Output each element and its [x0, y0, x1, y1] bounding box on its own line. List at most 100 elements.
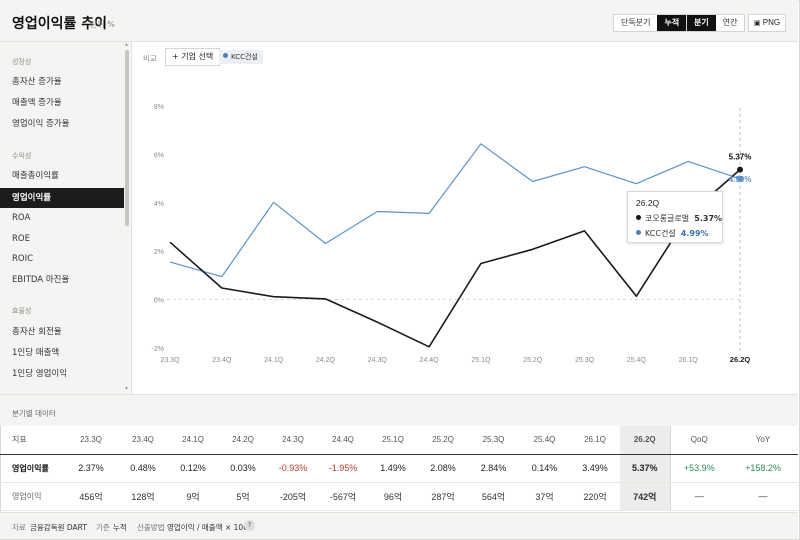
period-toggle: 분기 연간 [686, 14, 746, 32]
table-cell: 742억 [620, 482, 670, 511]
table-header-cell: 25.1Q [368, 426, 418, 455]
table-header-cell: 23.3Q [64, 426, 118, 455]
x-tick-label: 25.4Q [627, 357, 647, 364]
help-icon[interactable]: ? [244, 520, 255, 531]
table-cell: +158.2% [728, 454, 798, 483]
table-cell: 37억 [519, 482, 570, 511]
y-tick-label: 6% [154, 152, 164, 159]
header-bar: 영업이익률 추이 단위 % 단독분기 누적 분기 연간 ▣ PNG [0, 0, 798, 42]
primary-series-point [737, 166, 743, 173]
table-header-cell: 25.3Q [468, 426, 519, 455]
x-tick-label: 24.4Q [420, 357, 440, 364]
table-header-cell: QoQ [669, 426, 728, 455]
tooltip-quarter: 26.2Q [636, 198, 660, 208]
table-row-label: 영업이익률 [0, 454, 64, 483]
table-header-cell: 23.4Q [118, 426, 168, 455]
sidebar-item-roa[interactable]: ROA [12, 213, 31, 223]
table-cell: 5억 [218, 482, 268, 511]
sidebar-item-operating-margin[interactable]: 영업이익률 [0, 188, 124, 208]
sidebar-section-title: 성장성 [12, 58, 32, 66]
table-cell: 0.14% [519, 454, 570, 483]
y-axis: 8% 6% 4% 2% 0% -2% [152, 104, 742, 353]
table-cell: 3.49% [570, 454, 620, 483]
scroll-up-icon[interactable]: ▲ [124, 42, 129, 48]
period-quarter-button[interactable]: 분기 [687, 15, 716, 31]
y-tick-label: 0% [154, 298, 164, 305]
table-cell: 564억 [468, 482, 519, 511]
table-cell: 0.03% [218, 454, 268, 483]
table-header-cell-label: 지표 [0, 426, 64, 455]
compare-label: 비교 [143, 54, 157, 63]
sidebar-item-revenue-per-employee[interactable]: 1인당 매출액 [12, 348, 60, 358]
compare-company-chip[interactable]: KCC건설 [219, 50, 263, 64]
png-label: PNG [762, 18, 781, 27]
chip-label: KCC건설 [231, 53, 258, 61]
sidebar-item-total-asset-growth[interactable]: 총자산 증가율 [12, 77, 62, 87]
scroll-down-icon[interactable]: ▼ [124, 386, 129, 392]
chart-series: 5.37% 4.99% [169, 108, 752, 354]
table-header-cell: 24.3Q [268, 426, 318, 455]
x-tick-label: 24.2Q [316, 357, 336, 364]
table-row: 영업이익률 2.37% 0.48% 0.12% 0.03% -0.93% -1.95% 1.4… [0, 454, 798, 483]
mode-single-quarter-button[interactable]: 단독분기 [621, 18, 651, 27]
table-header-cell: 25.2Q [418, 426, 468, 455]
table-section-header: 분기별 데이터 [0, 394, 798, 426]
table-cell: 128억 [118, 482, 168, 511]
add-company-button[interactable]: + 기업 선택 [165, 48, 221, 66]
tooltip-row: 코오롱글로벌 5.37% [636, 213, 722, 224]
png-export-button[interactable]: ▣ PNG [748, 14, 786, 32]
table-row-label: 영업이익 [0, 482, 64, 511]
table-cell: 96억 [368, 482, 418, 511]
sidebar-item-revenue-growth[interactable]: 매출액 증가율 [12, 98, 62, 108]
sidebar-item-asset-turnover[interactable]: 총자산 회전율 [12, 327, 62, 337]
x-tick-label: 26.1Q [679, 357, 699, 364]
source-footer: 자료 금융감독원 DART 기준 누적 산출방법 영업이익 / 매출액 × 10… [0, 512, 798, 539]
y-tick-label: -2% [152, 346, 164, 353]
table-header-cell: 26.2Q [620, 426, 670, 455]
x-tick-label: 25.2Q [523, 357, 543, 364]
mode-toggle: 단독분기 누적 [613, 14, 688, 32]
sidebar-scrollbar[interactable] [125, 50, 129, 226]
table-row: 영업이익 456억 128억 9억 5억 -205억 -567억 96억 287억 564억 37억… [0, 482, 798, 511]
table-cell: 287억 [418, 482, 468, 511]
compare-series-line [169, 143, 741, 278]
table-cell: — [669, 482, 728, 511]
table-cell: 2.37% [64, 454, 118, 483]
unit-label: 단위 % [90, 20, 115, 29]
tooltip-series-value: 5.37% [694, 214, 723, 223]
operating-margin-chart: 8%6%4%2%0%-2% 23.3Q 23.4Q 24.1Q 24.2Q 24.3Q 2… [152, 104, 752, 364]
mode-cumulative-button[interactable]: 누적 [657, 15, 687, 31]
method-label: 산출방법 [137, 523, 165, 532]
table-cell: 9억 [168, 482, 218, 511]
table-header-cell: 26.1Q [570, 426, 620, 455]
sidebar-item-roic[interactable]: ROIC [12, 254, 34, 264]
y-tick-label: 8% [154, 104, 164, 111]
table-cell: 0.48% [118, 454, 168, 483]
quarterly-data-table: 지표 23.3Q 23.4Q 24.1Q 24.2Q 24.3Q 24.4Q 25.1Q 25.… [0, 426, 798, 511]
sidebar-item-gross-margin[interactable]: 매출총이익률 [12, 171, 59, 181]
sidebar-section-title: 효율성 [12, 307, 32, 315]
sidebar-item-roe[interactable]: ROE [12, 234, 30, 244]
table-header-cell: 24.2Q [218, 426, 268, 455]
table-cell: 456억 [64, 482, 118, 511]
table-header-row: 지표 23.3Q 23.4Q 24.1Q 24.2Q 24.3Q 24.4Q 25.1Q 25.… [0, 426, 798, 455]
basis-value: 누적 [113, 523, 127, 532]
table-cell: — [728, 482, 798, 511]
table-header-cell: 25.4Q [519, 426, 570, 455]
table-section-title: 분기별 데이터 [12, 409, 56, 418]
sidebar-item-income-per-employee[interactable]: 1인당 영업이익 [12, 369, 68, 379]
table-header-cell: 24.1Q [168, 426, 218, 455]
tooltip-row: KCC건설 4.99% [636, 228, 709, 239]
period-annual-button[interactable]: 연간 [722, 18, 738, 27]
tooltip-series-name: 코오롱글로벌 [645, 214, 690, 223]
compare-series-point [737, 175, 743, 182]
sidebar-item-ebitda-margin[interactable]: EBITDA 마진율 [12, 275, 70, 285]
tooltip-series-value: 4.99% [680, 229, 709, 238]
table-header-cell: YoY [728, 426, 798, 455]
primary-series-line [169, 168, 741, 348]
sidebar-item-operating-income-growth[interactable]: 영업이익 증가율 [12, 119, 70, 129]
end-value-label: 5.37% [729, 153, 752, 162]
y-tick-label: 2% [154, 249, 164, 256]
series-dot-icon [636, 215, 641, 220]
source-value: 금융감독원 DART [30, 523, 87, 532]
